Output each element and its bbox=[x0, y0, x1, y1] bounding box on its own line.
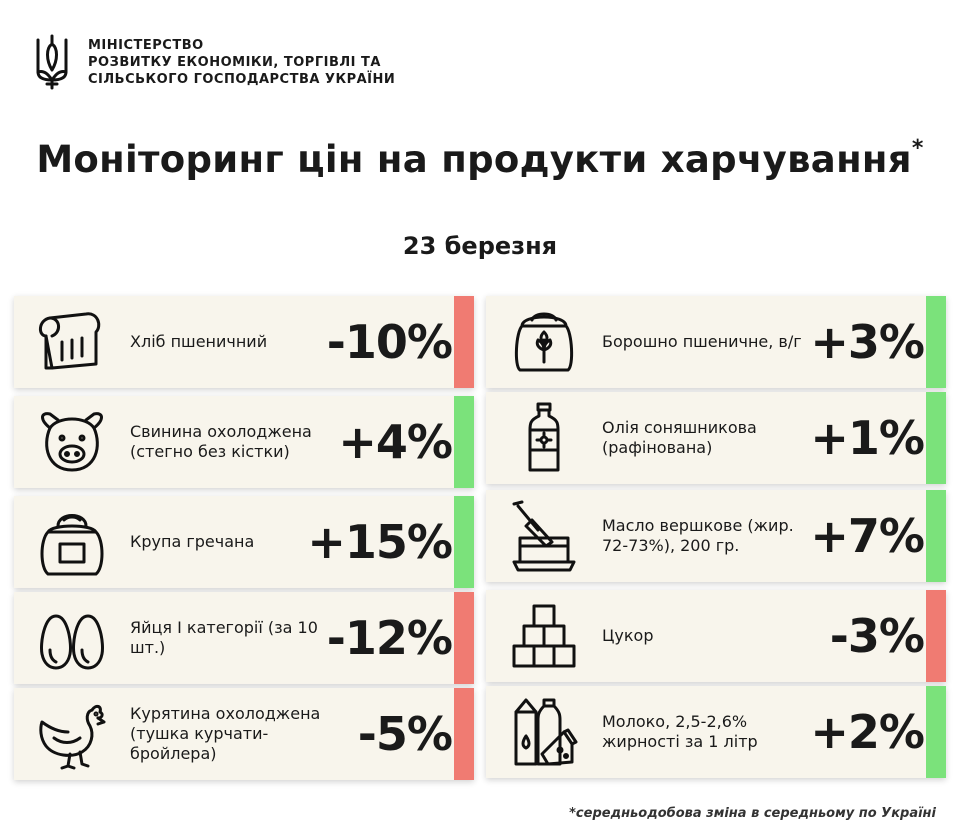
trident-icon bbox=[36, 34, 68, 90]
chicken-icon bbox=[39, 704, 106, 770]
product-name: Крупа гречана bbox=[130, 532, 255, 551]
price-card-bread: Хліб пшеничний -10% bbox=[14, 296, 474, 388]
price-change: -10% bbox=[326, 315, 453, 369]
price-card-butter: Масло вершкове (жир. 72-73%), 200 гр. +7… bbox=[486, 490, 946, 582]
footnote: *середньодобова зміна в середньому по Ук… bbox=[569, 806, 936, 821]
ministry-line-2: РОЗВИТКУ ЕКОНОМІКИ, ТОРГІВЛІ ТА bbox=[88, 54, 381, 70]
price-card-oil: Олія соняшникова (рафінована) +1% bbox=[486, 392, 946, 484]
price-card-milk: Молоко, 2,5-2,6% жирності за 1 літр +2% bbox=[486, 686, 946, 778]
change-indicator-bar bbox=[926, 296, 946, 388]
ministry-line-3: СІЛЬСЬКОГО ГОСПОДАРСТВА УКРАЇНИ bbox=[88, 71, 396, 87]
price-card-pork: Свинина охолоджена (стегно без кістки) +… bbox=[14, 396, 474, 488]
butter-icon bbox=[512, 500, 576, 572]
ministry-name: МІНІСТЕРСТВО РОЗВИТКУ ЕКОНОМІКИ, ТОРГІВЛ… bbox=[88, 37, 395, 88]
price-change: +3% bbox=[810, 315, 925, 369]
ministry-header: МІНІСТЕРСТВО РОЗВИТКУ ЕКОНОМІКИ, ТОРГІВЛ… bbox=[34, 34, 395, 90]
product-name: Олія соняшникова (рафінована) bbox=[602, 418, 757, 457]
price-change: +4% bbox=[338, 415, 453, 469]
price-change: -12% bbox=[326, 611, 453, 665]
price-card-flour: Борошно пшеничне, в/г +3% bbox=[486, 296, 946, 388]
report-date: 23 березня bbox=[402, 232, 558, 260]
change-indicator-bar bbox=[454, 592, 474, 684]
product-name: Хліб пшеничний bbox=[130, 332, 268, 351]
change-indicator-bar bbox=[926, 590, 946, 682]
price-change: +1% bbox=[810, 411, 925, 465]
price-card-sugar: Цукор -3% bbox=[486, 590, 946, 682]
product-name: Молоко, 2,5-2,6% жирності за 1 літр bbox=[602, 712, 758, 751]
change-indicator-bar bbox=[454, 496, 474, 588]
ministry-line-1: МІНІСТЕРСТВО bbox=[88, 37, 204, 53]
change-indicator-bar bbox=[926, 490, 946, 582]
price-card-chicken: Курятина охолоджена (тушка курчати-бройл… bbox=[14, 688, 474, 780]
grain-sack-icon bbox=[40, 514, 104, 576]
product-name: Свинина охолоджена (стегно без кістки) bbox=[130, 422, 312, 461]
price-change: +2% bbox=[810, 705, 925, 759]
title-footnote-mark: * bbox=[911, 136, 924, 161]
change-indicator-bar bbox=[926, 686, 946, 778]
change-indicator-bar bbox=[454, 296, 474, 388]
product-name: Курятина охолоджена (тушка курчати-бройл… bbox=[130, 704, 321, 763]
change-indicator-bar bbox=[454, 688, 474, 780]
product-name: Масло вершкове (жир. 72-73%), 200 гр. bbox=[602, 516, 794, 555]
product-name: Цукор bbox=[602, 626, 654, 645]
price-card-eggs: Яйця І категорії (за 10 шт.) -12% bbox=[14, 592, 474, 684]
price-change: +7% bbox=[810, 509, 925, 563]
price-card-buckwheat: Крупа гречана +15% bbox=[14, 496, 474, 588]
sugar-cubes-icon bbox=[512, 604, 576, 668]
page-title: Моніторинг цін на продукти харчування* bbox=[0, 136, 960, 181]
product-name: Борошно пшеничне, в/г bbox=[602, 332, 802, 351]
pig-icon bbox=[41, 412, 103, 472]
oil-bottle-icon bbox=[528, 402, 560, 472]
product-name: Яйця І категорії (за 10 шт.) bbox=[130, 618, 318, 657]
price-change: -3% bbox=[829, 609, 925, 663]
eggs-icon bbox=[40, 614, 104, 670]
page-title-text: Моніторинг цін на продукти харчування bbox=[36, 138, 912, 181]
flour-sack-icon bbox=[514, 312, 574, 372]
change-indicator-bar bbox=[926, 392, 946, 484]
price-change: -5% bbox=[357, 707, 453, 761]
bread-icon bbox=[39, 312, 101, 370]
change-indicator-bar bbox=[454, 396, 474, 488]
price-change: +15% bbox=[307, 515, 453, 569]
milk-icon bbox=[514, 698, 578, 766]
